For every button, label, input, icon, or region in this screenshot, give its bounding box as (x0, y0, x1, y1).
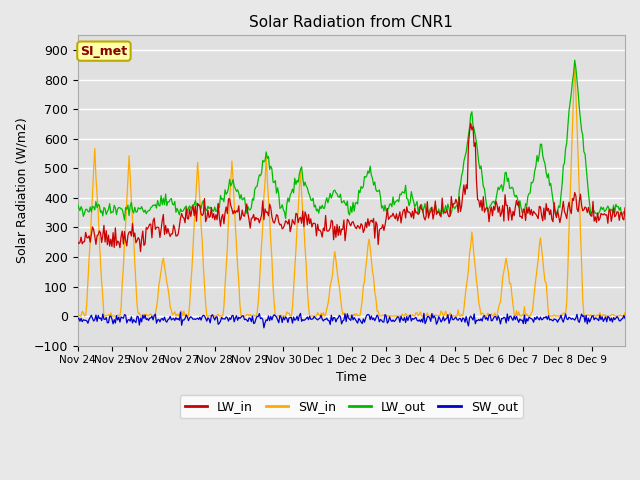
X-axis label: Time: Time (336, 371, 367, 384)
Text: SI_met: SI_met (81, 45, 127, 58)
Legend: LW_in, SW_in, LW_out, SW_out: LW_in, SW_in, LW_out, SW_out (180, 396, 523, 418)
Y-axis label: Solar Radiation (W/m2): Solar Radiation (W/m2) (15, 118, 28, 264)
Title: Solar Radiation from CNR1: Solar Radiation from CNR1 (250, 15, 453, 30)
